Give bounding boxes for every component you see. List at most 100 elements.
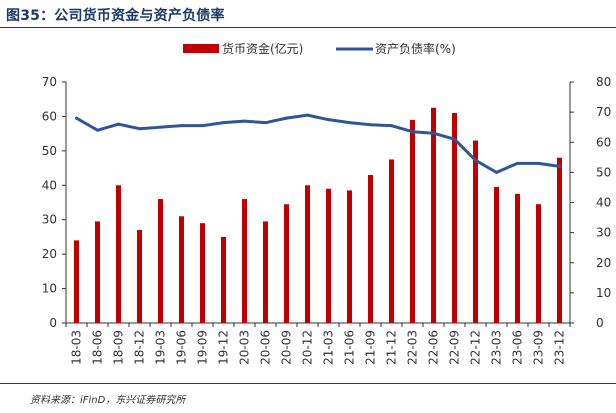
x-tick-label: 23-03 [490, 330, 504, 365]
line-point [411, 130, 414, 134]
right-tick-label: 10 [596, 286, 611, 300]
line-point [264, 121, 267, 125]
line-point [453, 137, 456, 141]
right-tick-label: 20 [596, 256, 611, 270]
bar [452, 112, 457, 323]
bar [74, 240, 79, 323]
x-tick-label: 22-06 [427, 330, 441, 365]
x-tick-label: 18-06 [91, 330, 105, 365]
line-point [474, 158, 477, 162]
bar [347, 190, 352, 323]
line-point [285, 116, 288, 120]
line-point [117, 122, 120, 126]
right-tick-label: 80 [596, 75, 611, 89]
left-tick-label: 20 [42, 247, 57, 261]
bar [95, 221, 100, 323]
line-point [432, 131, 435, 135]
line-point [201, 124, 204, 128]
x-tick-label: 19-06 [175, 330, 189, 365]
bar [431, 107, 436, 323]
line-point [306, 113, 309, 117]
line-point [369, 123, 372, 127]
bar [557, 157, 562, 323]
x-tick-label: 21-09 [364, 330, 378, 365]
x-tick-label: 23-09 [532, 330, 546, 365]
line-point [390, 124, 393, 128]
x-tick-label: 20-09 [280, 330, 294, 365]
bar [515, 193, 520, 323]
right-tick-label: 60 [596, 135, 611, 149]
x-tick-label: 23-12 [553, 330, 567, 365]
line-point [516, 161, 519, 165]
line-point [159, 125, 162, 129]
bar [536, 204, 541, 323]
x-tick-label: 22-09 [448, 330, 462, 365]
figure-title: 图35：公司货币资金与资产负债率 [6, 8, 225, 24]
x-tick-label: 21-12 [385, 330, 399, 365]
x-tick-label: 18-03 [70, 330, 84, 365]
line-path [75, 113, 561, 174]
left-tick-label: 40 [42, 178, 57, 192]
bar [158, 199, 163, 323]
legend-bar-label: 货币资金(亿元) [222, 41, 303, 56]
x-tick-label: 18-09 [112, 330, 126, 365]
x-tick-label: 21-03 [322, 330, 336, 365]
bar-series [74, 107, 562, 323]
source-divider [0, 383, 616, 384]
title-divider [0, 27, 616, 28]
right-tick-label: 40 [596, 196, 611, 210]
bar [116, 185, 121, 323]
line-point [558, 164, 561, 168]
line-point [495, 170, 498, 174]
left-tick-label: 60 [42, 109, 57, 123]
x-tick-label: 21-06 [343, 330, 357, 365]
line-point [180, 124, 183, 128]
x-tick-labels: 18-03 18-06 18-09 18-12 19-03 19-06 19-09 19-12… [70, 330, 567, 365]
left-tick-label: 70 [42, 75, 57, 89]
x-tick-label: 18-12 [133, 330, 147, 365]
legend: 货币资金(亿元) 资产负债率(%) [183, 41, 456, 56]
legend-bar-swatch [183, 44, 219, 53]
right-tick-label: 70 [596, 105, 611, 119]
bar [284, 204, 289, 323]
bar [410, 119, 415, 323]
right-tick-label: 30 [596, 226, 611, 240]
right-tick-label: 0 [596, 316, 604, 330]
bar [221, 236, 226, 323]
bar [200, 223, 205, 323]
line-series [75, 113, 561, 174]
left-tick-label: 10 [42, 282, 57, 296]
line-point [138, 127, 141, 131]
legend-line-label: 资产负债率(%) [375, 41, 456, 56]
line-point [96, 128, 99, 132]
bar [263, 221, 268, 323]
left-tick-label: 50 [42, 144, 57, 158]
x-tick-label: 19-12 [217, 330, 231, 365]
left-tick-label: 0 [49, 316, 57, 330]
line-point [537, 161, 540, 165]
line-point [327, 118, 330, 122]
x-tick-label: 23-06 [511, 330, 525, 365]
bar [179, 216, 184, 323]
x-tick-label: 19-03 [154, 330, 168, 365]
axes [62, 81, 574, 327]
line-point [348, 121, 351, 125]
bar [242, 199, 247, 323]
x-tick-label: 19-09 [196, 330, 210, 365]
bar [137, 230, 142, 323]
bar [305, 185, 310, 323]
y-tick-labels: 0 10 20 30 40 50 60 70 0 10 20 30 40 50 60 70 80 [42, 75, 612, 330]
left-tick-label: 30 [42, 213, 57, 227]
x-tick-label: 22-03 [406, 330, 420, 365]
bar [389, 159, 394, 323]
bar [368, 174, 373, 323]
line-point [243, 119, 246, 123]
bar [494, 187, 499, 323]
x-tick-label: 20-03 [238, 330, 252, 365]
bar [326, 188, 331, 323]
right-tick-label: 50 [596, 165, 611, 179]
line-point [222, 121, 225, 125]
x-tick-label: 22-12 [469, 330, 483, 365]
x-tick-label: 20-12 [301, 330, 315, 365]
